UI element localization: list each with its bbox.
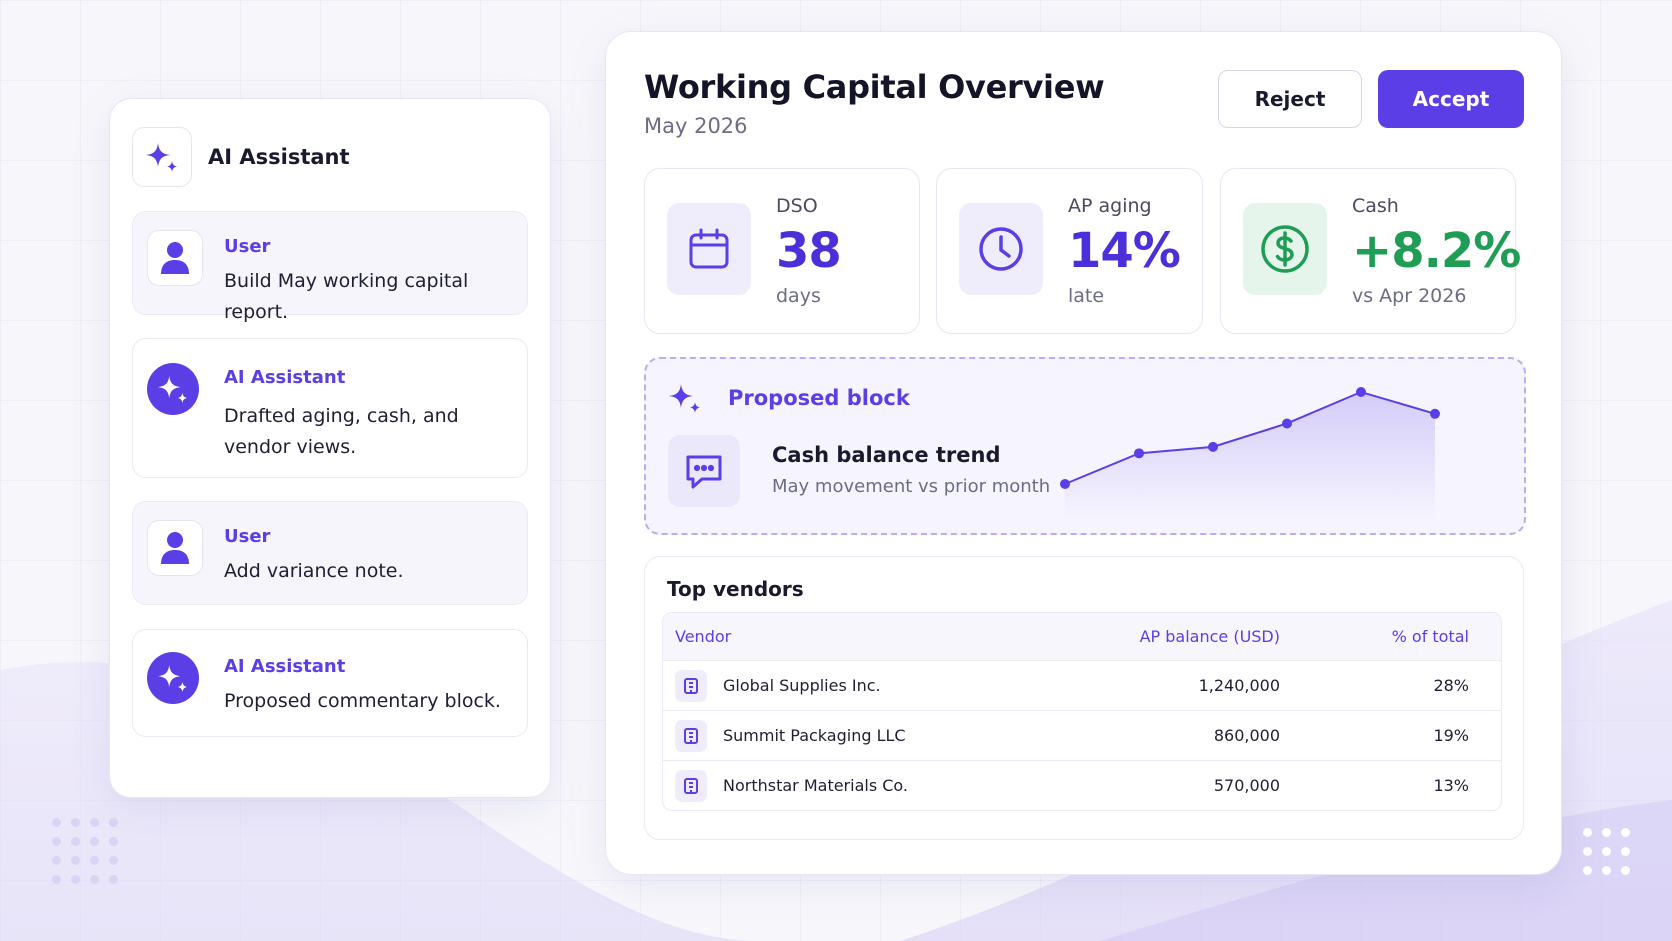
kpi-card-cash: Cash +8.2% vs Apr 2026 bbox=[1220, 168, 1521, 334]
kpi-value: 14% bbox=[1068, 223, 1181, 279]
table-header-row: Vendor AP balance (USD) % of total bbox=[663, 613, 1501, 660]
assistant-header: AI Assistant bbox=[132, 127, 350, 187]
vendor-cell: Northstar Materials Co. bbox=[675, 761, 908, 810]
dollar-icon bbox=[1243, 203, 1327, 295]
reject-button[interactable]: Reject bbox=[1218, 70, 1362, 128]
message-author: AI Assistant bbox=[224, 367, 346, 388]
message-icon bbox=[668, 435, 740, 507]
message-text: Proposed commentary block. bbox=[224, 690, 501, 712]
vendor-name: Northstar Materials Co. bbox=[723, 776, 909, 795]
trend-point bbox=[1282, 418, 1292, 429]
trend-title: Cash balance trend bbox=[772, 443, 1001, 467]
vendor-name: Global Supplies Inc. bbox=[723, 676, 881, 695]
column-header-vendor[interactable]: Vendor bbox=[675, 627, 732, 646]
sparkle-icon bbox=[132, 127, 192, 187]
building-icon bbox=[675, 719, 707, 752]
kpi-card-ap-aging: AP aging 14% late bbox=[936, 168, 1203, 334]
vendor-name: Summit Packaging LLC bbox=[723, 726, 906, 745]
table-row[interactable]: Global Supplies Inc. 1,240,000 28% bbox=[663, 660, 1501, 710]
calendar-icon bbox=[667, 203, 751, 295]
user-avatar-icon bbox=[147, 230, 203, 286]
vendors-title: Top vendors bbox=[667, 577, 804, 601]
decor-dots-left bbox=[52, 818, 118, 884]
kpi-label: AP aging bbox=[1068, 195, 1152, 217]
chat-message-ai: AI Assistant Proposed commentary block. bbox=[132, 629, 528, 737]
trend-subtitle: May movement vs prior month bbox=[772, 476, 1051, 497]
trend-point bbox=[1134, 448, 1144, 459]
table-row[interactable]: Northstar Materials Co. 570,000 13% bbox=[663, 760, 1501, 810]
column-header-share[interactable]: % of total bbox=[1391, 627, 1469, 646]
chat-message-user: User Add variance note. bbox=[132, 501, 528, 605]
trend-point bbox=[1208, 441, 1218, 452]
kpi-label: DSO bbox=[776, 195, 818, 217]
kpi-unit: vs Apr 2026 bbox=[1352, 285, 1467, 307]
message-author: User bbox=[224, 526, 271, 547]
period-label: May 2026 bbox=[644, 114, 748, 138]
ai-assistant-panel: AI Assistant User Build May working capi… bbox=[109, 98, 551, 798]
building-icon bbox=[675, 769, 707, 802]
proposed-block[interactable]: Proposed block Cash balance trend May mo… bbox=[644, 357, 1526, 535]
chat-message-user: User Build May working capital report. bbox=[132, 211, 528, 323]
trend-area bbox=[1065, 392, 1435, 519]
decor-dots-right bbox=[1583, 828, 1630, 875]
kpi-unit: late bbox=[1068, 285, 1105, 307]
building-icon bbox=[675, 669, 707, 702]
ap-balance-cell: 1,240,000 bbox=[1198, 676, 1280, 695]
share-cell: 13% bbox=[1433, 776, 1469, 795]
kpi-unit: days bbox=[776, 285, 821, 307]
trend-point bbox=[1060, 479, 1070, 489]
share-cell: 19% bbox=[1433, 726, 1469, 745]
share-cell: 28% bbox=[1433, 676, 1469, 695]
ai-avatar-icon bbox=[147, 363, 199, 415]
assistant-title: AI Assistant bbox=[208, 145, 350, 169]
ap-balance-cell: 860,000 bbox=[1213, 726, 1280, 745]
chat-message-ai: AI Assistant Drafted aging, cash, and ve… bbox=[132, 338, 528, 478]
clock-icon bbox=[959, 203, 1043, 295]
message-text: Build May working capital report. bbox=[224, 270, 469, 323]
vendor-cell: Summit Packaging LLC bbox=[675, 711, 906, 760]
top-vendors-card: Top vendors Vendor AP balance (USD) % of… bbox=[644, 556, 1524, 840]
proposed-block-label: Proposed block bbox=[728, 386, 910, 410]
trend-line bbox=[1064, 390, 1436, 485]
vendor-cell: Global Supplies Inc. bbox=[675, 661, 881, 710]
message-author: AI Assistant bbox=[224, 656, 346, 677]
sparkle-icon bbox=[669, 384, 700, 413]
message-text: Add variance note. bbox=[224, 560, 404, 582]
kpi-label: Cash bbox=[1352, 195, 1399, 217]
kpi-card-dso: DSO 38 days bbox=[644, 168, 920, 334]
working-capital-card: Working Capital Overview May 2026 Reject… bbox=[605, 31, 1562, 875]
cash-trend-chart bbox=[1060, 387, 1440, 519]
kpi-value: +8.2% bbox=[1352, 223, 1521, 279]
user-avatar-icon bbox=[147, 520, 203, 576]
ap-balance-cell: 570,000 bbox=[1213, 776, 1280, 795]
page-title: Working Capital Overview bbox=[644, 68, 1105, 106]
message-text: Drafted aging, cash, and vendor views. bbox=[224, 405, 459, 458]
kpi-value: 38 bbox=[776, 223, 842, 279]
column-header-ap-balance[interactable]: AP balance (USD) bbox=[1139, 627, 1280, 646]
table-row[interactable]: Summit Packaging LLC 860,000 19% bbox=[663, 710, 1501, 760]
accept-button[interactable]: Accept bbox=[1378, 70, 1524, 128]
ai-avatar-icon bbox=[147, 652, 199, 704]
message-author: User bbox=[224, 236, 271, 257]
trend-point bbox=[1430, 408, 1440, 419]
vendors-table: Vendor AP balance (USD) % of total Globa… bbox=[662, 612, 1502, 811]
trend-point bbox=[1356, 387, 1366, 397]
